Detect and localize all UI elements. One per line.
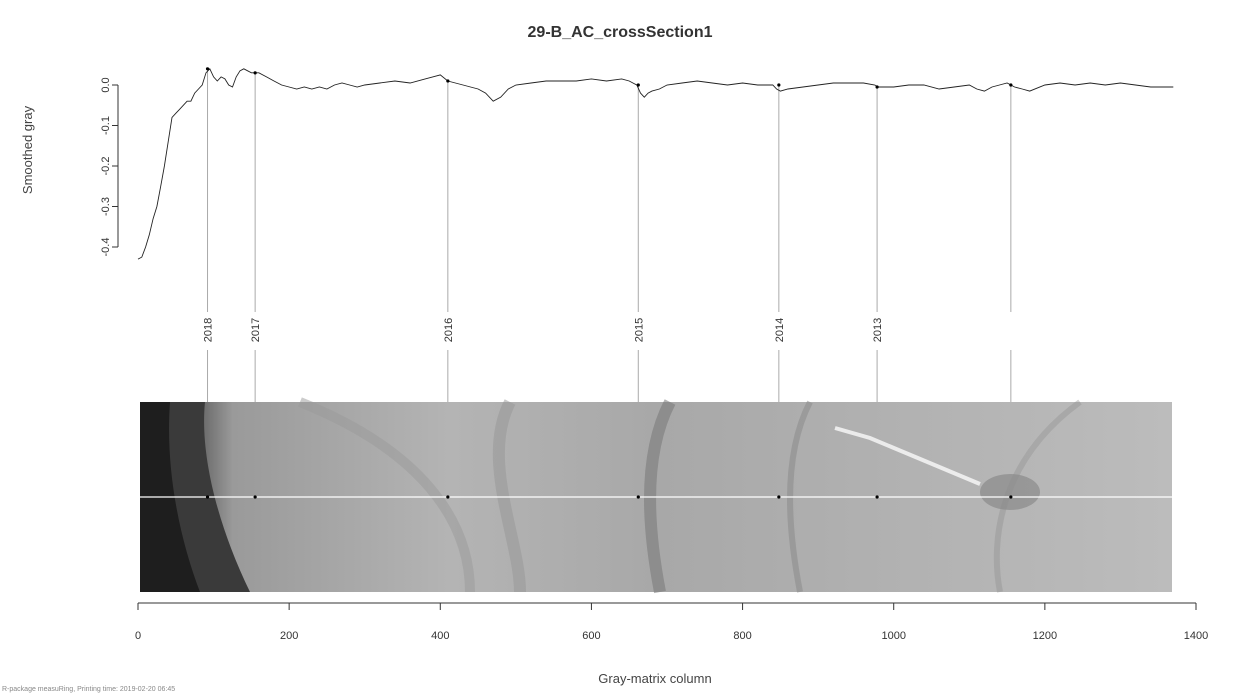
ring-boundary-points <box>205 67 1013 89</box>
year-label: 2015 <box>633 318 645 342</box>
y-axis-label: Smoothed gray <box>20 105 35 194</box>
year-label: 2018 <box>203 318 215 342</box>
x-tick-label: 1000 <box>881 630 905 642</box>
ring-image-point <box>636 495 640 499</box>
x-tick-label: 200 <box>280 630 298 642</box>
x-tick-label: 0 <box>135 630 141 642</box>
x-tick-label: 800 <box>733 630 751 642</box>
chart-title: 29-B_AC_crossSection1 <box>528 24 713 41</box>
x-tick-label: 400 <box>431 630 449 642</box>
year-label: 2014 <box>774 318 786 342</box>
y-tick-label: 0.0 <box>100 77 112 92</box>
ring-image-point <box>446 495 450 499</box>
footer-note: R-package measuRing, Printing time: 2019… <box>2 686 175 693</box>
ring-image-point <box>205 495 210 499</box>
ring-image-point <box>1009 495 1013 499</box>
ring-image-point <box>777 495 781 499</box>
x-axis: 0 200 400 600 800 1000 1200 1400 <box>135 602 1208 642</box>
ring-year-labels: 2018 2017 2016 2015 2014 2013 <box>203 318 885 342</box>
x-tick-label: 1200 <box>1033 630 1057 642</box>
ring-image-point <box>253 495 257 499</box>
ring-point <box>205 67 210 71</box>
ring-image-point <box>875 495 879 499</box>
y-tick-label: -0.2 <box>100 157 112 176</box>
ring-point <box>636 83 640 87</box>
ring-point <box>446 79 450 83</box>
x-tick-label: 1400 <box>1184 630 1208 642</box>
y-tick-label: -0.3 <box>100 197 112 216</box>
wood-sample-image <box>140 397 1172 594</box>
image-ring-points <box>205 495 1013 499</box>
smoothed-gray-line <box>137 68 1174 260</box>
ring-point <box>1009 83 1013 87</box>
y-axis: 0.0 -0.1 -0.2 -0.3 -0.4 <box>100 77 119 257</box>
ring-point <box>777 83 781 87</box>
y-tick-label: -0.1 <box>100 116 112 135</box>
ring-point <box>253 71 257 75</box>
y-tick-label: -0.4 <box>100 238 112 257</box>
year-label: 2017 <box>250 318 262 342</box>
x-axis-label: Gray-matrix column <box>598 671 711 686</box>
x-tick-label: 600 <box>582 630 600 642</box>
year-label: 2016 <box>443 318 455 342</box>
ring-point <box>875 85 879 89</box>
year-label: 2013 <box>872 318 884 342</box>
